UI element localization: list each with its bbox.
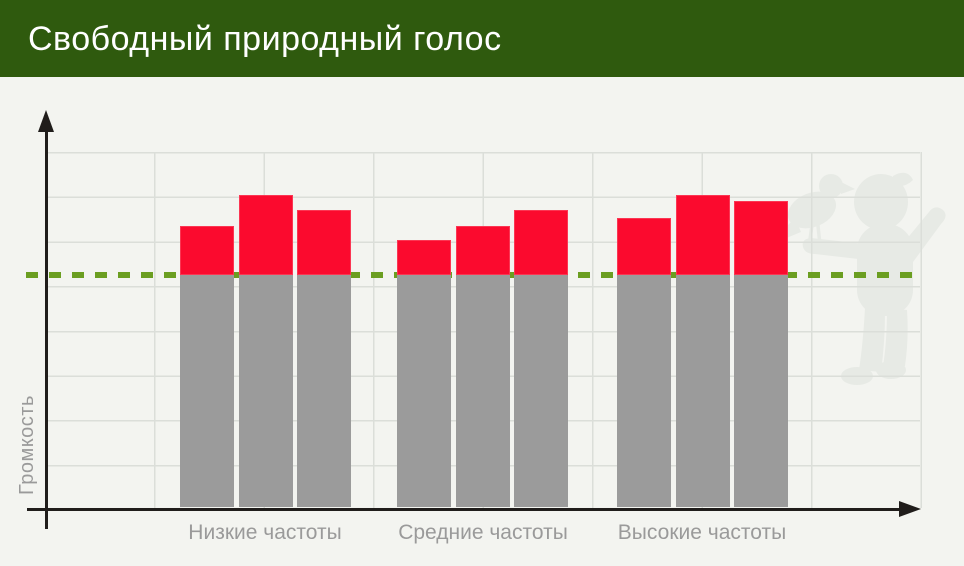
bar-segment-below-threshold (734, 274, 788, 507)
bar (734, 201, 788, 507)
bar-segment-below-threshold (617, 274, 671, 507)
bar (397, 239, 451, 507)
bar-segment-below-threshold (238, 274, 293, 507)
page-title: Свободный природный голос (28, 20, 502, 58)
bar-segment-above-threshold (617, 218, 671, 275)
bar-segment-below-threshold (514, 274, 568, 507)
x-axis-label-low-frequencies: Низкие частоты (188, 521, 342, 544)
bar (180, 225, 234, 507)
y-axis-arrow-icon (38, 110, 54, 132)
bar (514, 209, 568, 507)
y-axis (45, 128, 48, 529)
bar (455, 225, 510, 507)
x-axis (27, 508, 905, 511)
bar (675, 195, 730, 507)
bar-segment-above-threshold (734, 201, 788, 275)
bar-segment-above-threshold (514, 209, 568, 275)
x-axis-arrow-icon (899, 501, 921, 517)
bar-segment-above-threshold (675, 195, 730, 275)
bar-segment-above-threshold (297, 210, 351, 275)
bar-segment-above-threshold (397, 239, 451, 275)
bar-segment-below-threshold (180, 274, 234, 507)
bar-segment-below-threshold (397, 274, 451, 507)
x-axis-label-mid-frequencies: Средние частоты (398, 521, 568, 544)
bar-segment-below-threshold (297, 274, 351, 507)
header-band: Свободный природный голос (0, 0, 964, 77)
bar (297, 210, 351, 507)
y-axis-label: Громкость (16, 395, 38, 495)
bar-segment-below-threshold (675, 274, 730, 507)
bar (238, 195, 293, 507)
bar (617, 218, 671, 507)
bar-segment-above-threshold (238, 195, 293, 275)
x-axis-label-high-frequencies: Высокие частоты (617, 521, 787, 544)
bar-segment-below-threshold (455, 274, 510, 507)
bar-segment-above-threshold (180, 225, 234, 275)
bar-segment-above-threshold (455, 225, 510, 275)
